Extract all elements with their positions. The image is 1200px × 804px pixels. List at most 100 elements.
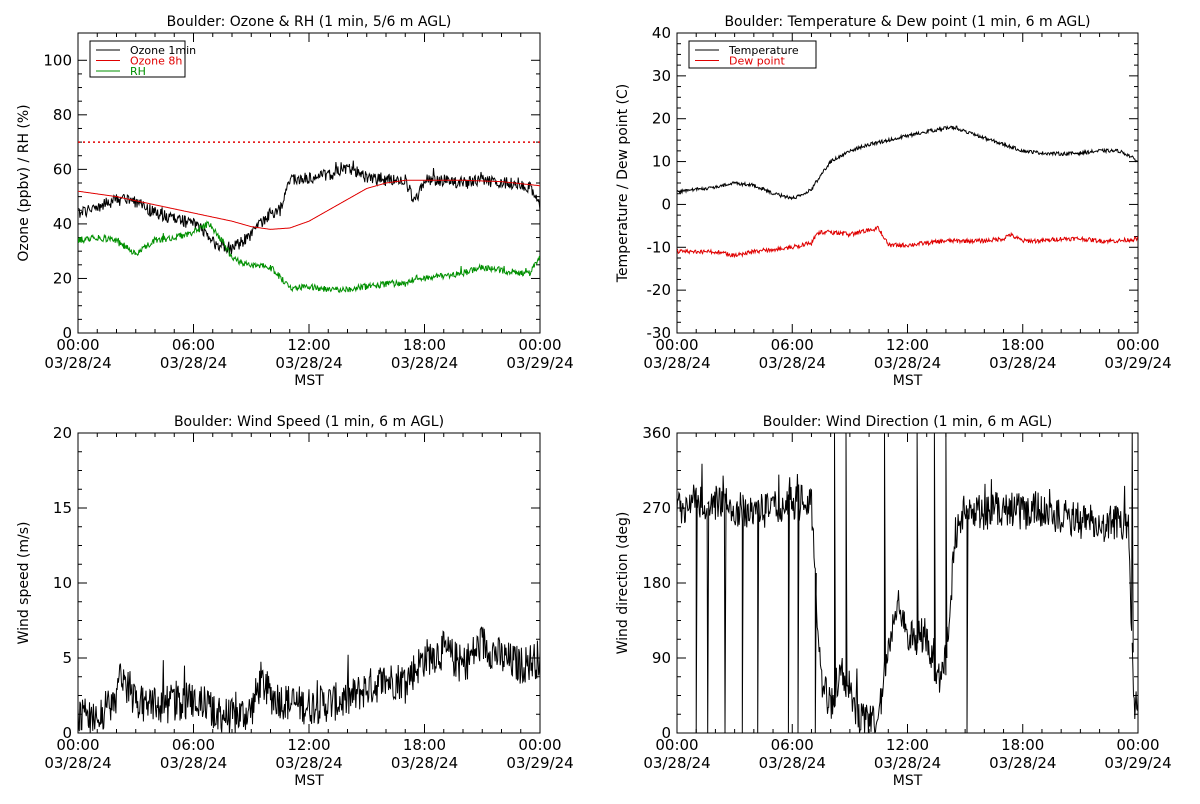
x-tick-label-time: 12:00: [287, 336, 330, 354]
x-tick-label-time: 06:00: [771, 736, 814, 754]
y-tick-label: 0: [661, 724, 671, 742]
x-tick-label-date: 03/28/24: [391, 354, 458, 372]
legend-label: Ozone 8h: [130, 55, 182, 68]
y-axis-label: Wind direction (deg): [615, 512, 631, 655]
x-tick-label-time: 00:00: [56, 736, 99, 754]
series-line-dew-point: [677, 225, 1138, 259]
y-tick-label: 10: [53, 574, 72, 592]
x-tick-label-date: 03/28/24: [275, 754, 342, 772]
legend-label: Ozone 1min: [130, 44, 196, 57]
y-tick-label: 100: [43, 51, 72, 69]
x-tick-label-date: 03/28/24: [874, 754, 941, 772]
y-tick-label: 80: [53, 106, 72, 124]
series-line-wind-direction: [677, 433, 1138, 733]
x-tick-label-time: 00:00: [518, 736, 561, 754]
x-tick-label-time: 00:00: [1116, 336, 1159, 354]
x-tick-label-date: 03/29/24: [506, 354, 573, 372]
x-axis-label: MST: [893, 373, 923, 389]
y-tick-label: 0: [62, 324, 72, 342]
legend-box: [688, 40, 817, 69]
legend-label: RH: [130, 65, 146, 78]
y-tick-label: -20: [647, 281, 672, 299]
y-tick-label: 90: [652, 649, 671, 667]
y-tick-label: 20: [652, 110, 671, 128]
y-tick-label: 60: [53, 160, 72, 178]
x-tick-label-time: 00:00: [518, 336, 561, 354]
x-tick-label-date: 03/28/24: [44, 354, 111, 372]
x-tick-label-time: 18:00: [1001, 736, 1044, 754]
y-axis-label: Wind speed (m/s): [16, 522, 32, 645]
x-tick-label-time: 06:00: [172, 336, 215, 354]
y-tick-label: 0: [661, 195, 671, 213]
x-tick-label-time: 00:00: [655, 736, 698, 754]
x-tick-label-date: 03/29/24: [506, 754, 573, 772]
y-tick-label: 15: [53, 499, 72, 517]
x-tick-label-date: 03/28/24: [643, 754, 710, 772]
x-tick-label-date: 03/28/24: [391, 754, 458, 772]
x-tick-label-date: 03/28/24: [759, 354, 826, 372]
x-tick-label-time: 00:00: [655, 336, 698, 354]
x-tick-label-date: 03/29/24: [1104, 754, 1171, 772]
y-tick-label: -30: [647, 324, 672, 342]
y-axis-label: Temperature / Dew point (C): [615, 84, 631, 283]
y-tick-label: 40: [652, 24, 671, 42]
y-tick-label: 30: [652, 67, 671, 85]
chart-title: Boulder: Wind Direction (1 min, 6 m AGL): [763, 414, 1052, 430]
y-axis-label: Ozone (ppbv) / RH (%): [16, 104, 32, 261]
x-tick-label-date: 03/28/24: [874, 354, 941, 372]
x-tick-label-date: 03/29/24: [1104, 354, 1171, 372]
x-tick-label-time: 18:00: [403, 336, 446, 354]
x-tick-label-date: 03/28/24: [989, 754, 1056, 772]
plot-frame: [676, 432, 1139, 734]
y-tick-label: 20: [53, 424, 72, 442]
x-tick-label-date: 03/28/24: [160, 354, 227, 372]
y-tick-label: 180: [642, 574, 671, 592]
panel-temp_dew: Boulder: Temperature & Dew point (1 min,…: [615, 14, 1172, 389]
x-tick-label-date: 03/28/24: [643, 354, 710, 372]
x-tick-label-time: 12:00: [886, 336, 929, 354]
x-axis-label: MST: [294, 373, 324, 389]
legend-label: Dew point: [729, 55, 785, 68]
chart-title: Boulder: Temperature & Dew point (1 min,…: [724, 14, 1090, 30]
series-line-temperature: [677, 125, 1138, 201]
x-axis-label: MST: [893, 773, 923, 789]
x-tick-label-date: 03/28/24: [44, 754, 111, 772]
series-line-ozone-1min: [78, 160, 540, 255]
x-tick-label-time: 18:00: [403, 736, 446, 754]
plot-frame: [676, 32, 1139, 334]
plot-frame: [77, 432, 541, 734]
panel-wind_dir: Boulder: Wind Direction (1 min, 6 m AGL)…: [615, 414, 1172, 789]
x-axis-label: MST: [294, 773, 324, 789]
panel-ozone_rh: Boulder: Ozone & RH (1 min, 5/6 m AGL) 0 2…: [16, 14, 574, 389]
x-tick-label-time: 18:00: [1001, 336, 1044, 354]
x-tick-label-time: 06:00: [172, 736, 215, 754]
y-tick-label: 40: [53, 215, 72, 233]
y-tick-label: -10: [647, 238, 672, 256]
y-tick-label: 270: [642, 499, 671, 517]
x-tick-label-date: 03/28/24: [160, 754, 227, 772]
series-line-wind-speed: [78, 626, 540, 733]
y-tick-label: 10: [652, 153, 671, 171]
y-tick-label: 20: [53, 269, 72, 287]
x-tick-label-date: 03/28/24: [275, 354, 342, 372]
y-tick-label: 360: [642, 424, 671, 442]
x-tick-label-date: 03/28/24: [989, 354, 1056, 372]
legend-label: Temperature: [728, 44, 799, 57]
series-line-rh: [78, 220, 540, 294]
y-tick-label: 5: [62, 649, 72, 667]
x-tick-label-time: 12:00: [886, 736, 929, 754]
x-tick-label-date: 03/28/24: [759, 754, 826, 772]
x-tick-label-time: 00:00: [1116, 736, 1159, 754]
series-line-ozone-8h: [78, 179, 540, 230]
x-tick-label-time: 00:00: [56, 336, 99, 354]
chart-title: Boulder: Wind Speed (1 min, 6 m AGL): [174, 414, 444, 430]
x-tick-label-time: 06:00: [771, 336, 814, 354]
chart-title: Boulder: Ozone & RH (1 min, 5/6 m AGL): [167, 14, 452, 30]
y-tick-label: 0: [62, 724, 72, 742]
x-tick-label-time: 12:00: [287, 736, 330, 754]
panel-wind_speed: Boulder: Wind Speed (1 min, 6 m AGL) 0 5 10…: [16, 414, 574, 789]
